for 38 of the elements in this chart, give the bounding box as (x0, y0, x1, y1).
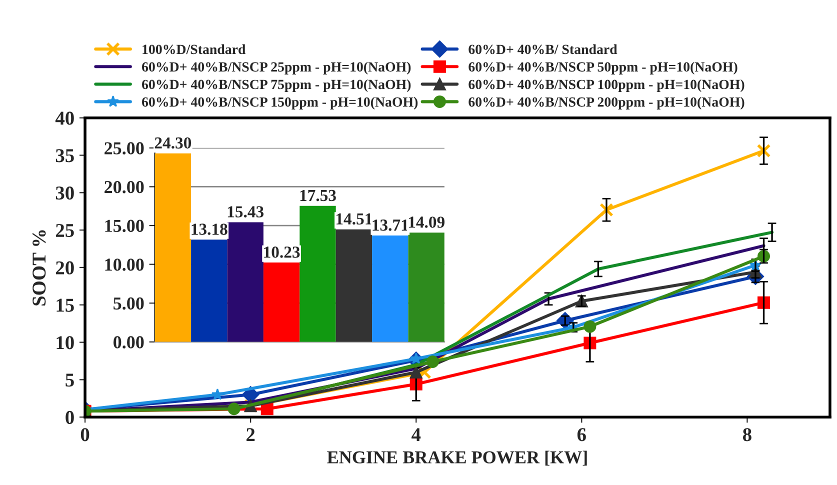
y-tick-label: 10 (56, 336, 74, 350)
data-label: 13.18 (192, 224, 228, 235)
y-tick-label: 15.00 (105, 220, 144, 232)
legend-label: 60%D+ 40%B/NSCP 100ppm - pH=10(NaOH) (468, 79, 744, 92)
data-label: 10.23 (264, 246, 300, 258)
data-label: 13.71 (372, 220, 408, 231)
y-tick-label: 30 (56, 186, 74, 200)
y-tick-label: 5 (66, 374, 74, 387)
legend-label: 60%D+ 40%B/NSCP 50ppm - pH=10(NaOH) (468, 62, 738, 74)
legend-label: 60%D+ 40%B/NSCP 150ppm - pH=10(NaOH) (142, 96, 418, 110)
y-tick-label: 40 (55, 112, 74, 125)
x-tick-label: 6 (577, 428, 586, 442)
y-tick-label: 5.00 (114, 297, 144, 310)
data-label: 14.51 (336, 213, 372, 225)
y-tick-label: 20 (56, 261, 74, 274)
legend-label: 60%D+ 40%B/NSCP 75ppm - pH=10(NaOH) (142, 79, 411, 92)
y-tick-label: 15 (56, 298, 74, 312)
legend-label: 60%D+ 40%B/ Standard (468, 44, 618, 54)
data-label: 14.09 (408, 216, 444, 228)
x-tick-label: 0 (80, 428, 90, 442)
data-label: 24.30 (154, 137, 192, 149)
legend-label: 60%D+ 40%B/NSCP 200ppm - pH=10(NaOH) (468, 96, 744, 110)
y-tick-label: 0.00 (114, 336, 144, 348)
y-tick-label: 25 (56, 224, 74, 238)
legend-label: 100%D/Standard (142, 44, 246, 54)
x-tick-label: 8 (742, 428, 752, 442)
y-tick-label: 10.00 (105, 258, 144, 271)
y-axis-title: SOOT % (32, 230, 46, 306)
x-axis-title: ENGINE BRAKE POWER [KW] (327, 450, 587, 466)
x-tick-label: 2 (246, 428, 255, 442)
x-tick-label: 4 (412, 428, 421, 442)
y-tick-label: 20.00 (104, 180, 144, 194)
y-tick-label: 35 (56, 149, 74, 162)
data-label: 15.43 (228, 206, 264, 218)
y-tick-label: 25.00 (104, 142, 144, 154)
y-tick-label: 0 (66, 410, 74, 424)
legend-label: 60%D+ 40%B/NSCP 25ppm - pH=10(NaOH) (142, 62, 411, 74)
data-label: 17.53 (300, 190, 336, 202)
